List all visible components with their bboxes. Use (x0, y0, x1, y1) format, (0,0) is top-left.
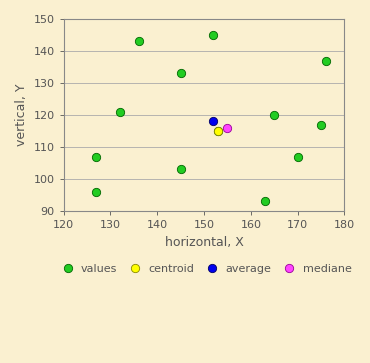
Point (271, 112, 277, 118)
Point (262, 199, 268, 204)
Point (178, 167, 184, 172)
Point (225, 125, 231, 131)
Point (323, 58, 329, 64)
Point (136, 38, 142, 44)
Point (94, 154, 100, 159)
Y-axis label: vertical, Y: vertical, Y (15, 84, 28, 146)
Point (211, 118, 216, 124)
Point (94, 189, 100, 195)
Point (178, 70, 184, 76)
Point (211, 32, 216, 38)
Point (215, 128, 221, 134)
Legend: values, centroid, average, mediane: values, centroid, average, mediane (52, 260, 356, 278)
Point (295, 154, 300, 159)
Point (117, 109, 123, 115)
Point (215, 128, 221, 134)
X-axis label: horizontal, X: horizontal, X (165, 236, 243, 249)
Point (318, 122, 324, 127)
